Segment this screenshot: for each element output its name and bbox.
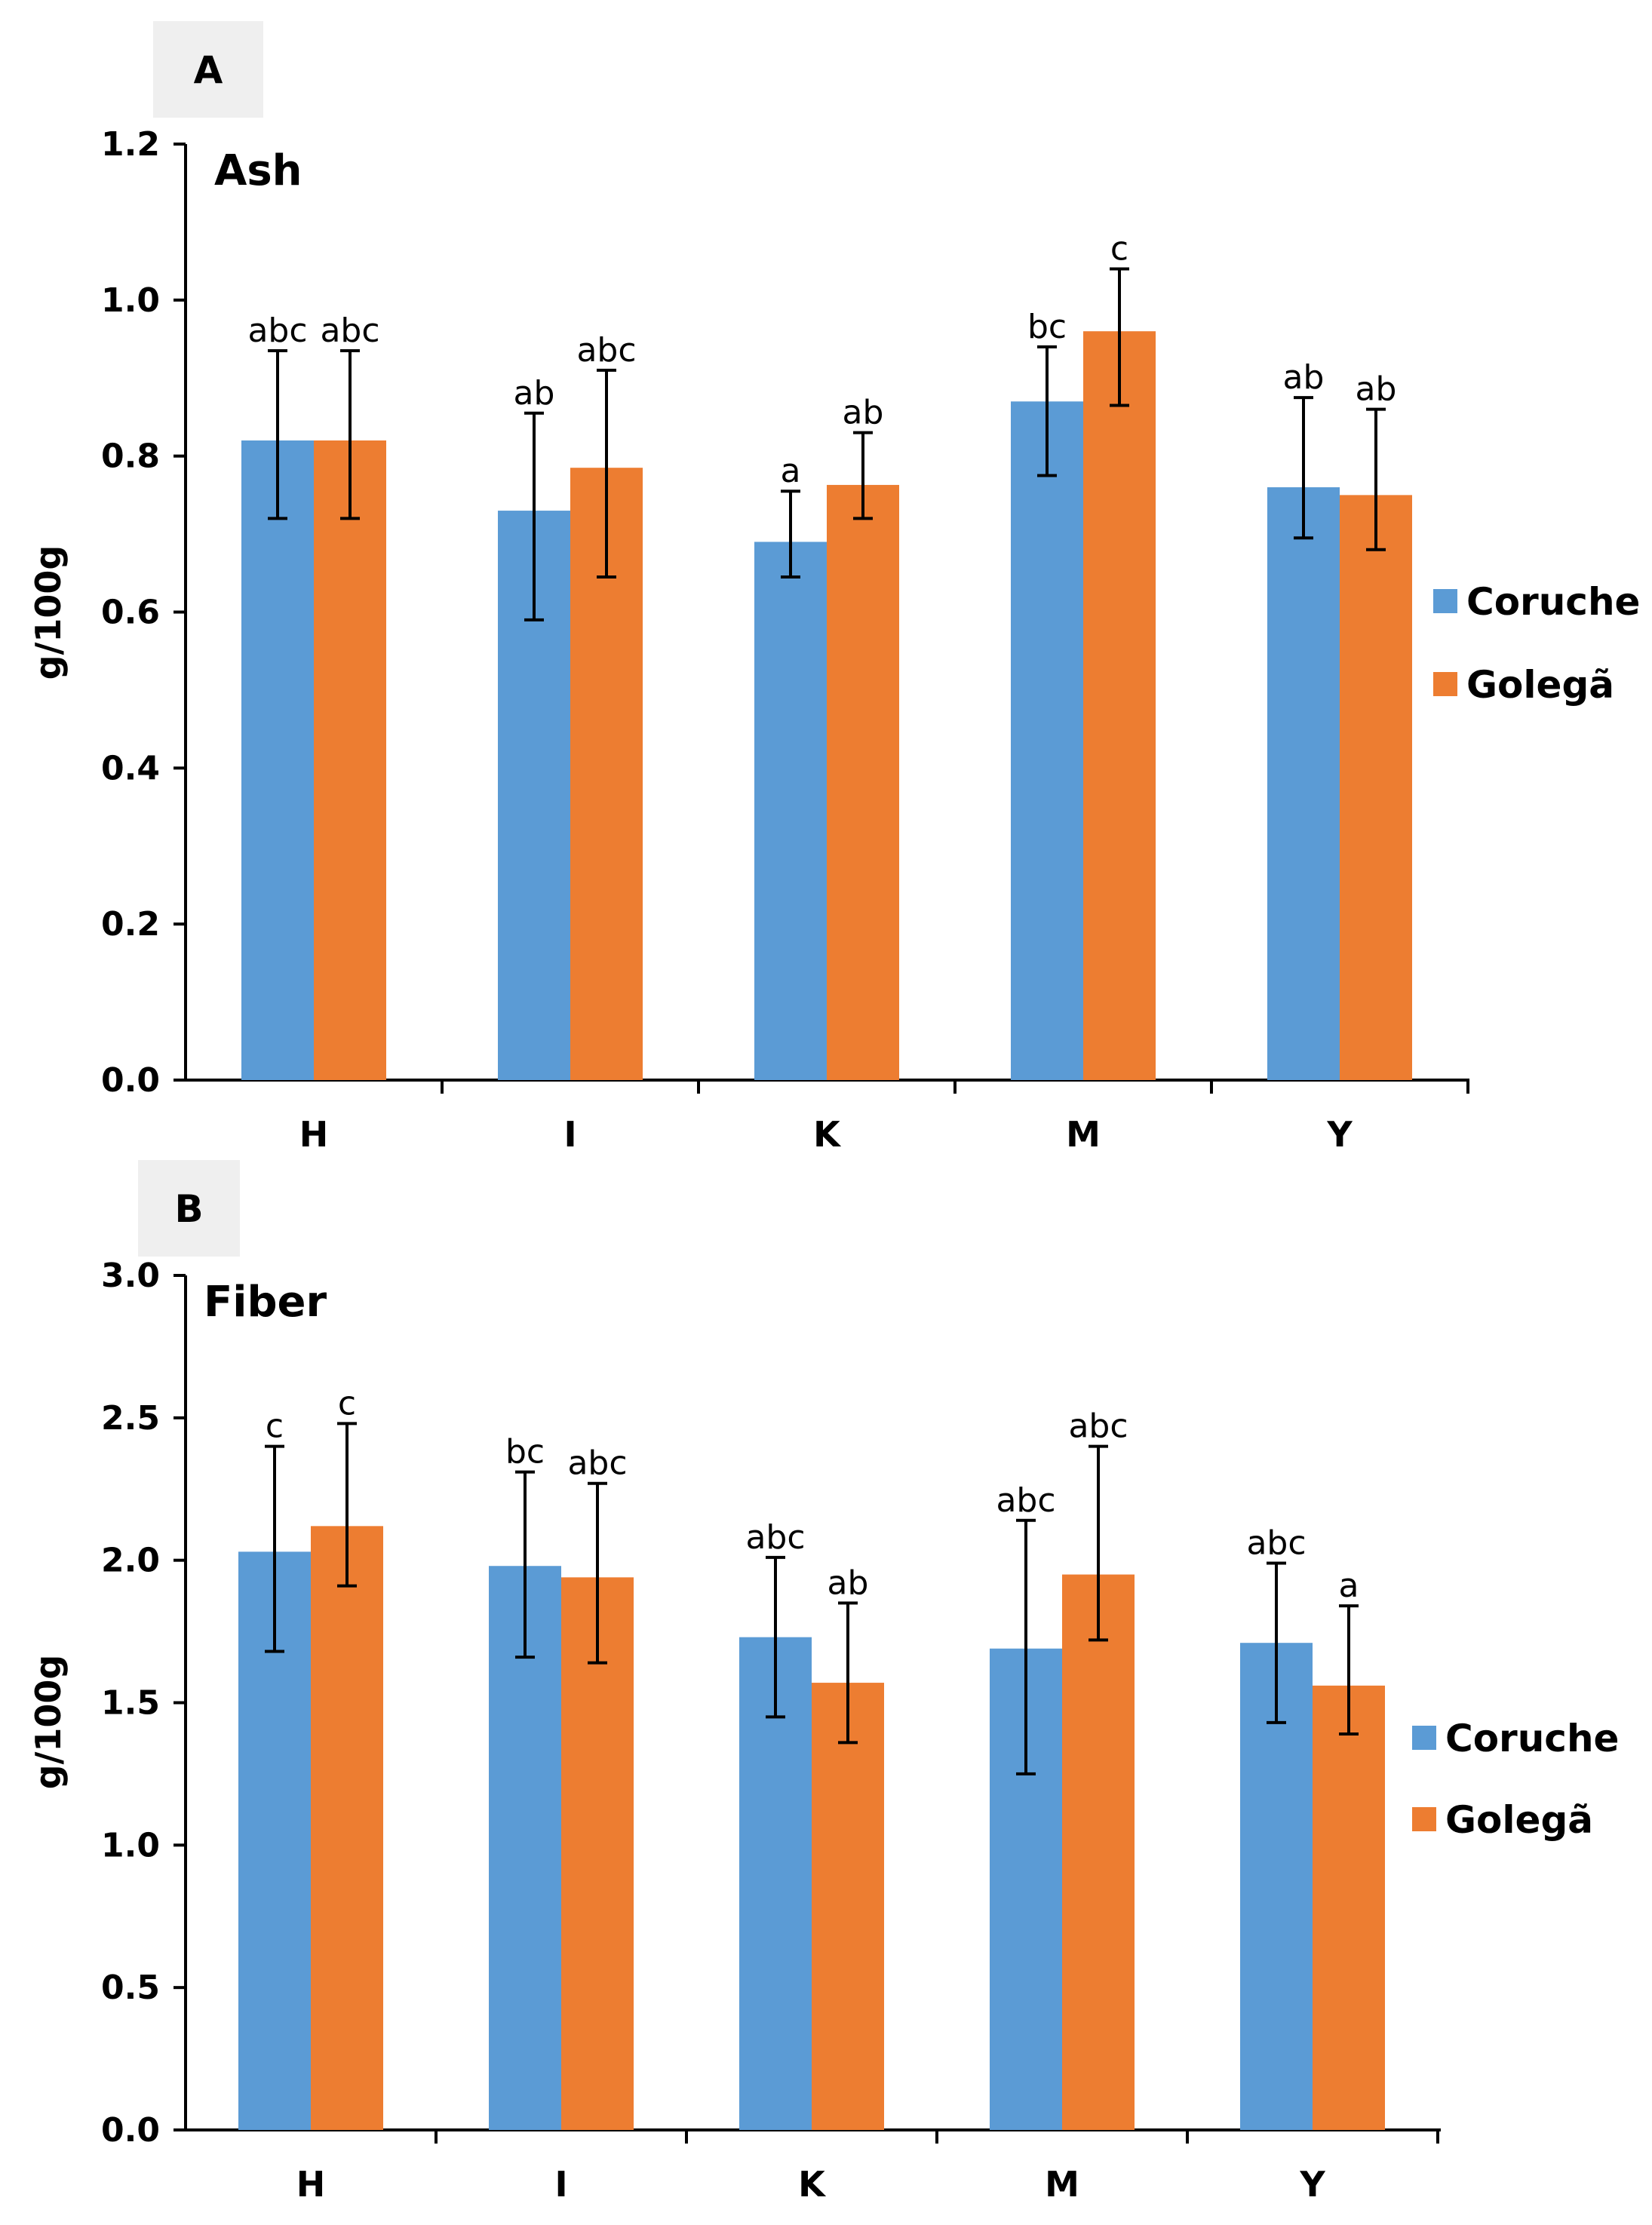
legend-label: Golegã — [1445, 1798, 1593, 1842]
y-tick-label: 2.5 — [101, 1399, 160, 1438]
legend-swatch — [1412, 1726, 1436, 1750]
y-tick-label: 1.0 — [101, 1826, 160, 1864]
legend-label: Golegã — [1466, 663, 1614, 707]
chart-panel-b: B Fiber g/100g 0.0 0.5 1.0 1.5 2.0 2.5 3.0 H I K M Yc b… — [28, 1160, 1619, 2205]
x-tick-label: K — [813, 1114, 842, 1155]
legend-swatch — [1433, 589, 1457, 613]
x-tick-label: M — [1066, 1114, 1101, 1155]
legend: Coruche Golegã — [1433, 580, 1640, 707]
x-tick-label: Y — [1326, 1114, 1353, 1155]
bar — [754, 542, 827, 1080]
panel-tag-label: B — [174, 1187, 203, 1231]
significance-label: abc — [576, 331, 636, 370]
x-tick-label: M — [1045, 2164, 1079, 2205]
legend-swatch — [1433, 672, 1457, 696]
y-tick-label: 0.6 — [101, 594, 160, 632]
significance-label: abc — [567, 1444, 627, 1483]
significance-label: abc — [1068, 1407, 1128, 1446]
significance-label: a — [781, 452, 801, 490]
y-tick-label: 0.2 — [101, 905, 160, 944]
bar — [311, 1526, 383, 2130]
bar — [561, 1577, 634, 2130]
legend-label: Coruche — [1466, 580, 1640, 624]
bar — [739, 1637, 812, 2130]
bar — [1267, 487, 1340, 1080]
y-tick-label: 0.8 — [101, 437, 160, 476]
significance-label: c — [338, 1384, 356, 1422]
bar — [812, 1683, 884, 2130]
bar — [827, 484, 899, 1080]
chart-title: Fiber — [204, 1278, 327, 1327]
y-tick-label: 3.0 — [101, 1257, 160, 1295]
y-tick-label: 2.0 — [101, 1542, 160, 1580]
bar — [1313, 1685, 1385, 2130]
bar — [1011, 401, 1083, 1080]
x-tick-label: K — [798, 2164, 827, 2205]
y-tick-label: 0.5 — [101, 1969, 160, 2007]
significance-label: c — [266, 1407, 284, 1446]
bar — [489, 1566, 561, 2130]
legend-swatch — [1412, 1807, 1436, 1831]
legend: Coruche Golegã — [1412, 1717, 1619, 1842]
panel-tag-box — [153, 21, 263, 118]
y-tick-label: 0.0 — [101, 1061, 160, 1100]
x-tick-label: I — [554, 2164, 567, 2205]
significance-label: abc — [247, 312, 307, 350]
significance-label: ab — [514, 374, 555, 413]
bar — [314, 440, 386, 1080]
significance-label: c — [1110, 229, 1128, 268]
significance-label: abc — [320, 312, 379, 350]
bar — [1062, 1574, 1135, 2130]
y-tick-label: 1.0 — [101, 281, 160, 320]
significance-label: ab — [843, 394, 884, 432]
panel-tag-label: A — [194, 48, 223, 92]
y-tick-label: 0.0 — [101, 2111, 160, 2150]
significance-label: bc — [1027, 308, 1067, 346]
x-tick-label: H — [299, 1114, 329, 1155]
chart-title: Ash — [214, 146, 302, 195]
y-axis-label: g/100g — [28, 545, 69, 680]
x-tick-label: Y — [1299, 2164, 1325, 2205]
significance-label: abc — [996, 1481, 1055, 1520]
bar — [241, 440, 314, 1080]
y-tick-label: 1.5 — [101, 1684, 160, 1723]
legend-label: Coruche — [1445, 1717, 1619, 1760]
significance-label: ab — [1356, 370, 1397, 409]
significance-label: ab — [1283, 358, 1325, 397]
significance-label: abc — [1246, 1524, 1306, 1562]
significance-label: ab — [828, 1564, 869, 1602]
panel-tag-box — [138, 1160, 240, 1257]
significance-label: a — [1339, 1567, 1359, 1605]
significance-label: abc — [745, 1518, 805, 1557]
y-tick-label: 0.4 — [101, 749, 160, 787]
x-tick-label: I — [563, 1114, 576, 1155]
y-axis-label: g/100g — [28, 1655, 69, 1790]
y-tick-label: 1.2 — [101, 125, 160, 164]
bar — [1083, 331, 1156, 1080]
x-tick-label: H — [296, 2164, 326, 2205]
bar — [1340, 495, 1412, 1080]
significance-label: bc — [505, 1433, 545, 1472]
